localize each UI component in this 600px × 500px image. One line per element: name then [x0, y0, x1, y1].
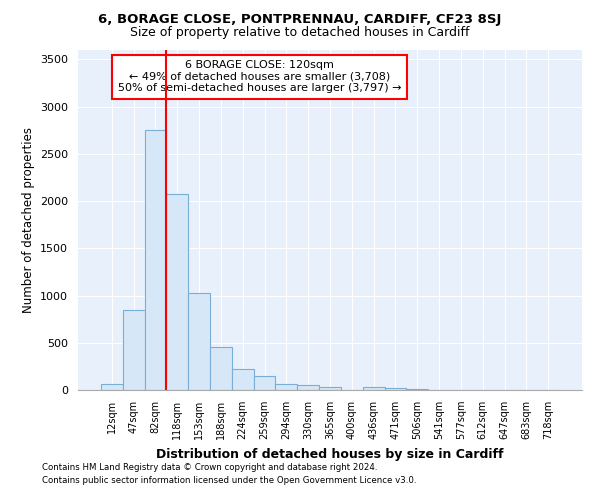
Text: 6 BORAGE CLOSE: 120sqm
← 49% of detached houses are smaller (3,708)
50% of semi-: 6 BORAGE CLOSE: 120sqm ← 49% of detached… [118, 60, 401, 94]
Bar [101, 384, 123, 390]
Y-axis label: Number of detached properties: Number of detached properties [22, 127, 35, 313]
Bar [166, 194, 188, 390]
Bar [297, 386, 319, 390]
Text: Contains HM Land Registry data © Crown copyright and database right 2024.: Contains HM Land Registry data © Crown c… [42, 464, 377, 472]
Bar [385, 388, 406, 390]
Bar [188, 292, 210, 390]
Bar [123, 310, 145, 390]
Bar [254, 376, 275, 390]
Text: 6, BORAGE CLOSE, PONTPRENNAU, CARDIFF, CF23 8SJ: 6, BORAGE CLOSE, PONTPRENNAU, CARDIFF, C… [98, 12, 502, 26]
Bar [319, 386, 341, 390]
Bar [363, 386, 385, 390]
Bar [145, 130, 166, 390]
Bar [210, 346, 232, 390]
Text: Size of property relative to detached houses in Cardiff: Size of property relative to detached ho… [130, 26, 470, 39]
Bar [275, 384, 297, 390]
X-axis label: Distribution of detached houses by size in Cardiff: Distribution of detached houses by size … [156, 448, 504, 460]
Bar [232, 369, 254, 390]
Text: Contains public sector information licensed under the Open Government Licence v3: Contains public sector information licen… [42, 476, 416, 485]
Bar [406, 388, 428, 390]
